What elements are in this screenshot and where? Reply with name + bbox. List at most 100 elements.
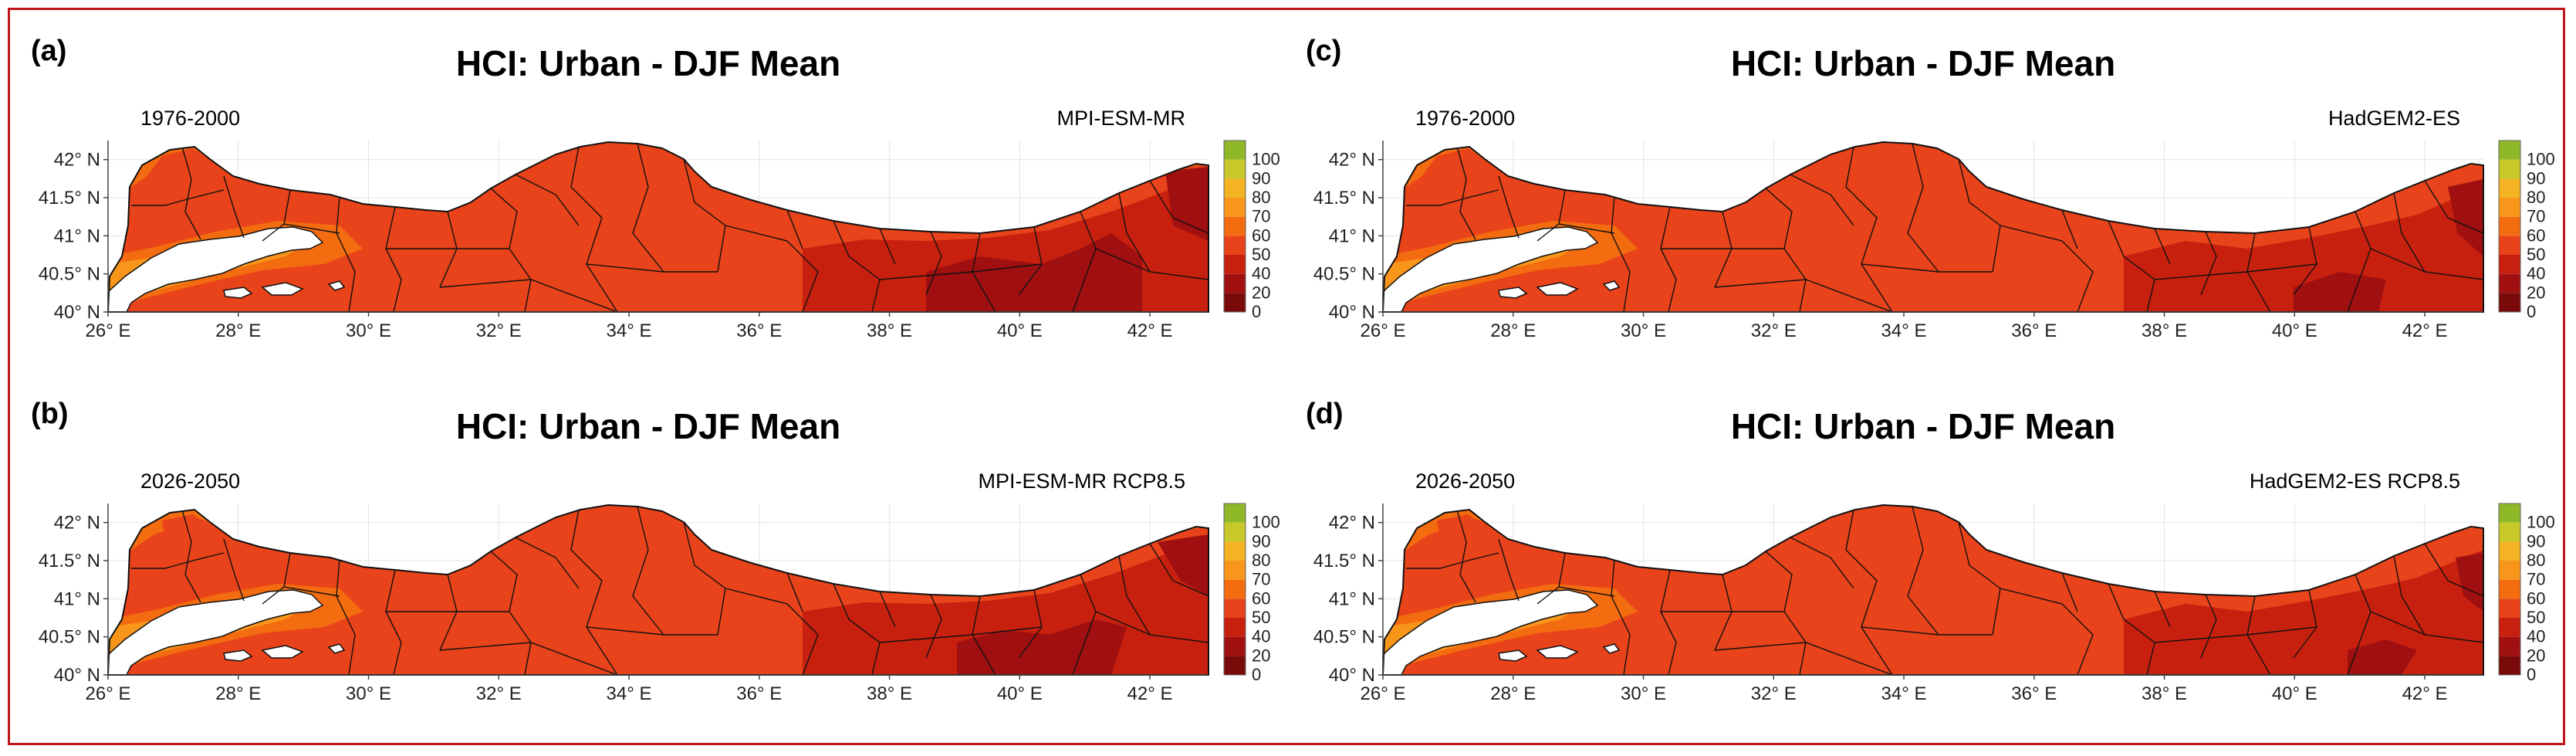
colorbar-outline [2498, 503, 2521, 676]
colorbar-tick-label: 90 [2527, 168, 2545, 188]
province-border [2200, 594, 2217, 659]
map-area [106, 141, 1209, 313]
lat-tick-label: 40.5° N [1313, 627, 1375, 648]
colorbar-tick-label: 70 [2527, 570, 2545, 589]
hci-contour-region [2348, 639, 2417, 675]
sea-shape [1602, 643, 1621, 654]
province-border [1095, 248, 1209, 280]
colorbar-tick-label: 40 [1252, 264, 1270, 283]
province-border [1845, 146, 1893, 312]
model-label: MPI-ESM-MR [1057, 107, 1185, 130]
province-border [879, 591, 896, 628]
province-border [586, 626, 718, 636]
province-border [439, 642, 618, 675]
colorbar-segment [1224, 255, 1246, 274]
province-border [786, 209, 803, 249]
lon-tick-label: 30° E [346, 683, 391, 704]
province-border [725, 225, 819, 312]
colorbar-tick-label: 100 [1252, 150, 1280, 169]
province-border [879, 626, 1043, 643]
province-border [570, 509, 618, 675]
panel-title: HCI: Urban - DJF Mean [1731, 406, 2115, 446]
lat-tick-label: 40° N [1329, 302, 1375, 323]
lat-tick-label: 41.5° N [39, 188, 100, 208]
lat-tick-label: 40° N [54, 665, 100, 686]
colorbar-tick-label: 40 [2527, 627, 2545, 646]
lat-tick-label: 40.5° N [39, 264, 100, 285]
lon-tick-label: 34° E [607, 320, 652, 341]
colorbar-tick-label: 60 [2527, 588, 2545, 608]
colorbar-tick-label: 90 [1252, 531, 1270, 551]
colorbar-segment [1224, 503, 1246, 523]
colorbar-tick-label: 80 [2527, 188, 2545, 207]
lon-tick-label: 40° E [997, 320, 1043, 341]
lon-tick-label: 26° E [1361, 683, 1406, 704]
province-border [2424, 180, 2483, 234]
lon-tick-label: 36° E [736, 320, 782, 341]
map-panel-c: (c) HCI: Urban - DJF Mean 1976-2000 HadGEM2… [1306, 35, 2555, 341]
lon-tick-label: 36° E [2011, 320, 2057, 341]
lon-tick-label: 30° E [346, 320, 391, 341]
province-border [385, 569, 402, 675]
province-border [181, 146, 201, 240]
period-label: 2026-2050 [140, 470, 240, 493]
province-border [2108, 583, 2155, 675]
province-border [1714, 279, 1893, 312]
lon-tick-label: 38° E [867, 683, 912, 704]
lon-tick-label: 28° E [1490, 683, 1536, 704]
colorbar-segment [2499, 656, 2520, 675]
lon-tick-label: 34° E [1881, 320, 1927, 341]
colorbar-tick-label: 50 [1252, 608, 1270, 627]
lat-tick-label: 42° N [1329, 150, 1375, 171]
province-border [1611, 558, 1631, 675]
lon-tick-label: 30° E [1621, 320, 1666, 341]
province-border [2200, 231, 2217, 296]
province-border [439, 279, 618, 312]
province-border [2000, 588, 2094, 675]
hci-contour-region [926, 233, 1142, 312]
sea-shape [1536, 645, 1579, 659]
lon-tick-label: 42° E [2402, 320, 2448, 341]
colorbar-segment [1224, 293, 1246, 312]
province-border [385, 206, 402, 312]
colorbar-segment [1224, 656, 1246, 675]
province-border [570, 146, 618, 312]
hci-contour-region [1414, 148, 1499, 225]
map-panel-a: (a) HCI: Urban - DJF Mean 1976-2000 MPI-ESM… [31, 35, 1280, 341]
colorbar-tick-label: 60 [1252, 588, 1270, 608]
colorbar-segment [2499, 503, 2520, 523]
lon-tick-label: 38° E [2142, 683, 2187, 704]
colorbar-tick-label: 0 [2527, 302, 2536, 321]
colorbar-segment [1224, 178, 1246, 198]
province-border [1456, 146, 1476, 240]
lat-tick-label: 41° N [1329, 588, 1375, 609]
colorbar-segment [2499, 178, 2520, 198]
province-border [1498, 175, 1520, 239]
lon-tick-label: 28° E [1490, 320, 1536, 341]
province-border [223, 538, 245, 602]
province-border [1958, 521, 2001, 636]
colorbar-tick-label: 80 [1252, 188, 1270, 207]
hci-contour-region [2294, 272, 2386, 312]
province-border [925, 231, 942, 296]
coastline [106, 503, 1209, 676]
province-border [131, 189, 225, 206]
map-panel-b: (b) HCI: Urban - DJF Mean 2026-2050 MPI-ESM… [31, 398, 1280, 704]
colorbar-segment [1224, 159, 1246, 179]
lon-tick-label: 34° E [607, 683, 652, 704]
sea-shape [223, 286, 253, 299]
province-border [879, 263, 1043, 280]
colorbar-tick-label: 50 [1252, 245, 1270, 264]
period-label: 1976-2000 [1415, 107, 1515, 130]
lon-tick-label: 40° E [997, 683, 1043, 704]
colorbar-segment [2499, 159, 2520, 179]
province-border [2154, 263, 2317, 280]
province-border [1118, 555, 1151, 636]
lon-tick-label: 32° E [1751, 683, 1797, 704]
province-border [131, 552, 225, 569]
province-border [1456, 509, 1476, 603]
province-border [2061, 572, 2078, 612]
